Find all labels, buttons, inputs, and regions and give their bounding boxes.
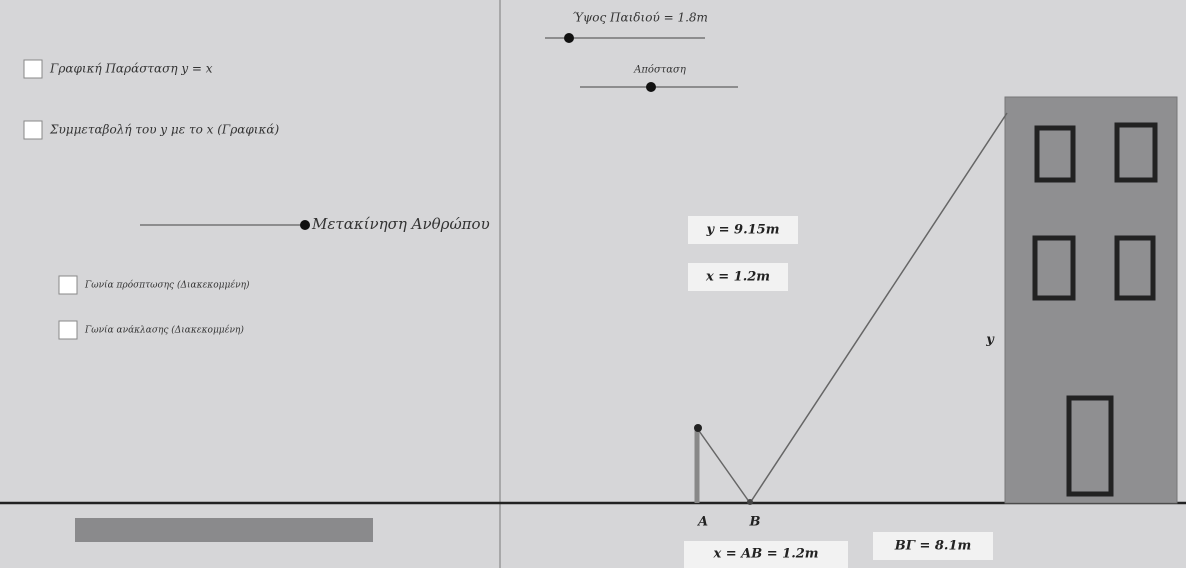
slider-handle[interactable] — [646, 82, 656, 92]
segment-label: y — [985, 333, 995, 348]
checkbox-label: Γωνία πρόσπτωσης (Διακεκομμένη) — [84, 280, 250, 291]
y-value: y = 9.15m — [706, 223, 780, 238]
checkbox-label: Γραφική Παράσταση y = x — [49, 62, 213, 76]
slider-handle[interactable] — [564, 33, 574, 43]
checkbox[interactable] — [59, 321, 77, 339]
slider-label: Ύψος Παιδιού = 1.8m — [572, 11, 708, 25]
button[interactable] — [75, 518, 373, 542]
point-label: B — [749, 515, 761, 530]
ab-value: x = AB = 1.2m — [712, 547, 818, 562]
checkbox[interactable] — [24, 60, 42, 78]
eye-point[interactable] — [694, 424, 702, 432]
checkbox-label: Συμμεταβολή του y με το x (Γραφικά) — [49, 123, 279, 137]
point-label: A — [696, 515, 708, 530]
mirror-point[interactable] — [747, 499, 753, 505]
slider-handle[interactable] — [300, 220, 310, 230]
x-value: x = 1.2m — [705, 270, 770, 285]
checkbox[interactable] — [59, 276, 77, 294]
slider-label: Απόσταση — [633, 65, 686, 76]
geogebra-applet: Ύψος Παιδιού = 1.8m Απόσταση Μετακίνηση … — [0, 0, 1186, 568]
checkbox[interactable] — [24, 121, 42, 139]
bg-value: BΓ = 8.1m — [894, 539, 972, 554]
checkbox-label: Γωνία ανάκλασης (Διακεκομμένη) — [84, 325, 244, 336]
slider-label: Μετακίνηση Ανθρώπου — [311, 215, 490, 233]
